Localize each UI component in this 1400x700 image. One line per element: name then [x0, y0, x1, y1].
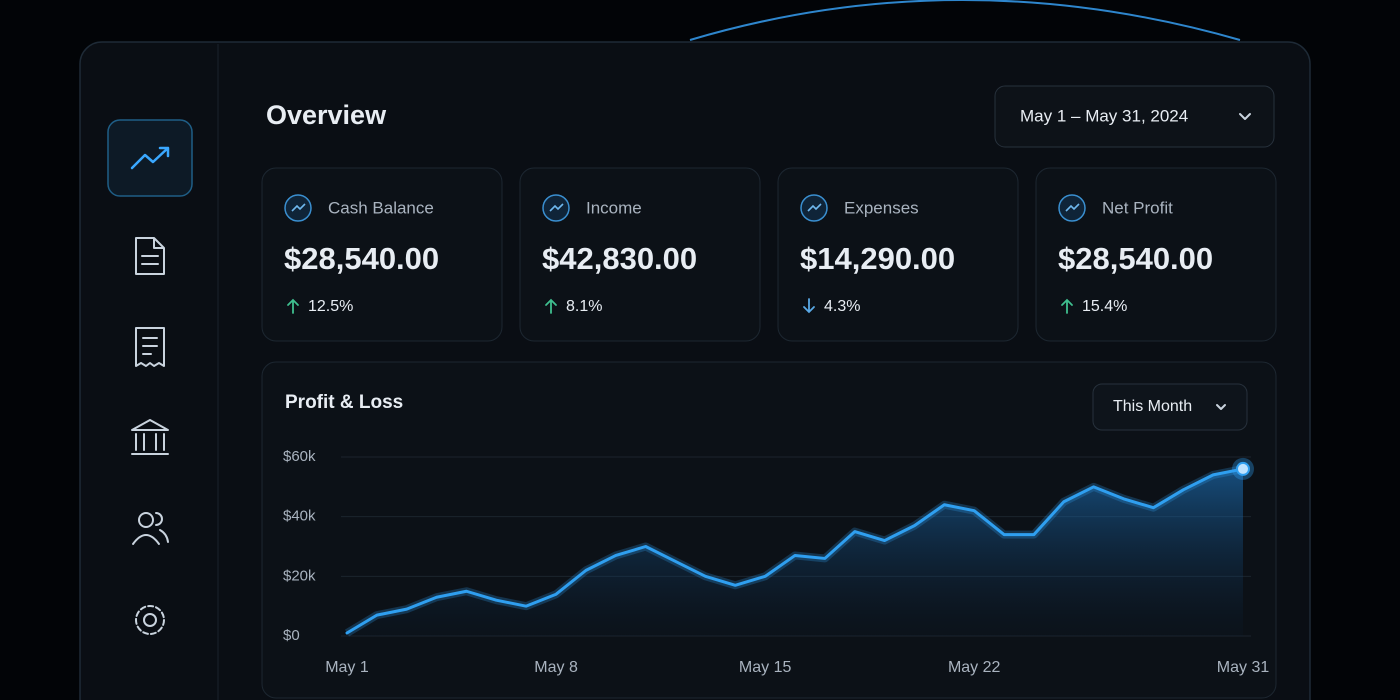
card-change: 12.5% [308, 298, 353, 315]
nav-documents[interactable] [135, 237, 165, 275]
nav-banking[interactable] [131, 419, 169, 455]
x-tick-label: May 15 [739, 659, 792, 676]
summary-card [261, 167, 503, 342]
nav-receipts[interactable] [135, 327, 165, 367]
summary-card [519, 167, 761, 342]
end-point [1236, 461, 1250, 476]
page-title: Overview [266, 100, 387, 130]
x-tick-label: May 22 [948, 659, 1001, 676]
date-range-caret [1239, 113, 1251, 120]
trend-arrow [545, 298, 557, 314]
card-icon-glyph [807, 203, 822, 212]
period-caret [1216, 404, 1226, 410]
glow-arc [689, 0, 1241, 41]
line [345, 467, 1245, 635]
card-value: $28,540.00 [1058, 241, 1213, 276]
card-change: 8.1% [566, 298, 602, 315]
card-icon-glyph [291, 203, 306, 212]
chart-title: Profit & Loss [285, 392, 403, 413]
summary-card [1035, 167, 1277, 342]
plot: $0 $20k $40k $60k May 1 May 8 May 15 May 22 May … [283, 448, 1269, 676]
nav-contacts[interactable] [132, 512, 169, 545]
card-label: Cash Balance [328, 198, 434, 217]
period-picker[interactable] [1092, 383, 1248, 431]
y-tick-label: $0 [283, 627, 300, 644]
card-change: 4.3% [824, 298, 860, 315]
area-fill [347, 468, 1243, 636]
card-value: $42,830.00 [542, 241, 697, 276]
summary-cards: Cash Balance $28,540.00 12.5% Income $42,830… [261, 167, 1277, 342]
trend-arrow [1061, 298, 1073, 314]
x-tick-label: May 8 [534, 659, 578, 676]
nav-settings[interactable] [135, 605, 165, 635]
card-label: Net Profit [1102, 198, 1173, 217]
x-tick-label: May 1 [325, 659, 369, 676]
card-label: Expenses [844, 198, 919, 217]
card-value: $14,290.00 [800, 241, 955, 276]
y-tick-label: $20k [283, 567, 316, 584]
card-icon-glyph [1065, 203, 1080, 212]
period: This Month [1113, 398, 1192, 415]
date-range: May 1 – May 31, 2024 [1020, 106, 1188, 125]
x-tick-label: May 31 [1217, 659, 1270, 676]
card-change: 15.4% [1082, 298, 1127, 315]
trend-arrow [803, 298, 815, 314]
y-tick-label: $60k [283, 448, 316, 465]
card-value: $28,540.00 [284, 241, 439, 276]
nav-dashboard-icon [130, 146, 170, 170]
y-tick-label: $40k [283, 508, 316, 525]
card-icon-glyph [549, 203, 564, 212]
summary-card [777, 167, 1019, 342]
card-label: Income [586, 198, 642, 217]
date-range-picker[interactable] [994, 85, 1275, 148]
trend-arrow [287, 298, 299, 314]
